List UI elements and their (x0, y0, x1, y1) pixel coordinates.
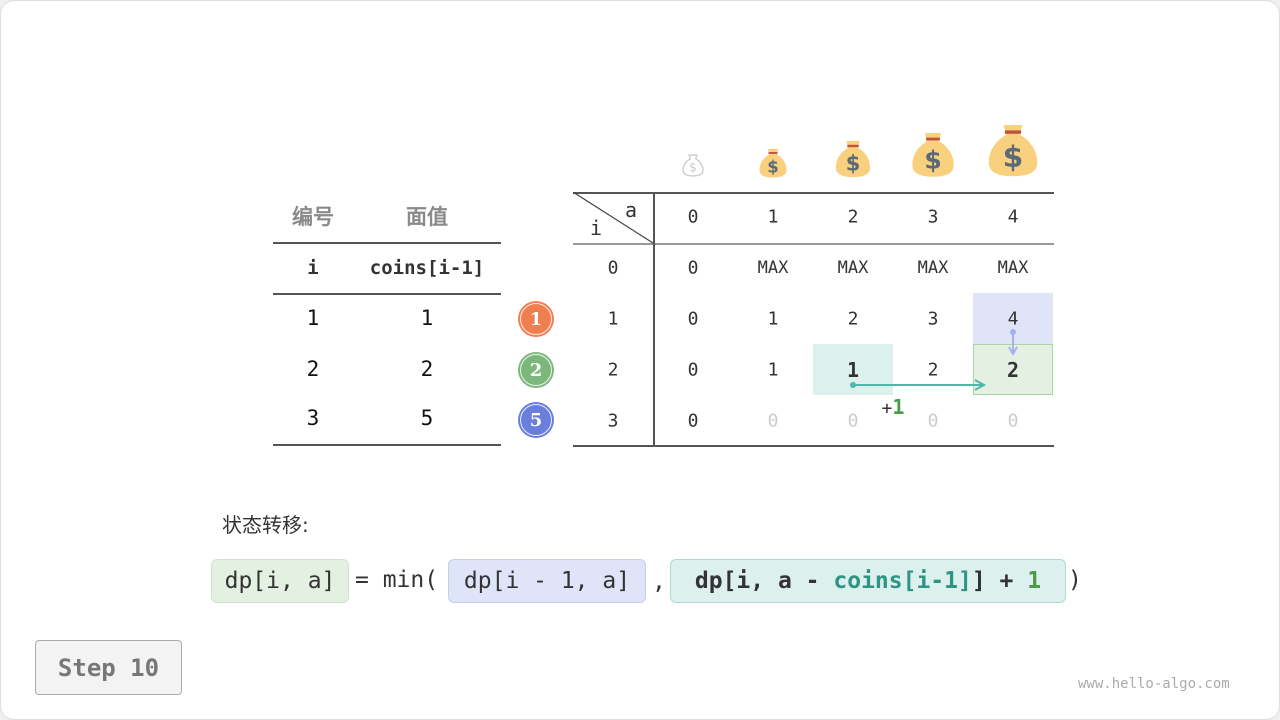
coin-badge-5: 5 (518, 402, 554, 438)
header-coins: coins[i-1] (369, 257, 485, 279)
row-header: 0 (607, 257, 619, 279)
divider (653, 192, 655, 446)
dp-cell: MAX (757, 258, 789, 278)
plus-one-label: +1 (881, 395, 905, 419)
divider (273, 444, 501, 446)
dp-cell: 3 (927, 308, 939, 330)
formula-lhs: dp[i, a] (211, 559, 349, 603)
col-header: 1 (767, 206, 779, 228)
dp-cell: 0 (687, 308, 699, 330)
dp-cell: 1 (767, 359, 779, 381)
dp-cell: 2 (927, 359, 939, 381)
dp-cell: 0 (847, 410, 859, 432)
money-bag-icon: $ (988, 125, 1038, 177)
dp-cell: 0 (687, 359, 699, 381)
corner-row-label: i (589, 216, 603, 240)
coin-value: 1 (420, 306, 434, 330)
coin-value: 2 (420, 357, 434, 381)
dp-cell: MAX (837, 258, 869, 278)
money-bag-icon: $ (835, 141, 871, 178)
corner-diagonal (573, 192, 654, 244)
dp-cell: 2 (847, 308, 859, 330)
row-header: 3 (607, 410, 619, 432)
divider (573, 243, 1054, 245)
watermark: www.hello-algo.com (1078, 676, 1230, 692)
svg-text:$: $ (767, 157, 778, 176)
transition-label: 状态转移: (222, 513, 309, 537)
formula-arg1: dp[i - 1, a] (448, 559, 646, 603)
divider (273, 242, 501, 244)
svg-text:$: $ (924, 146, 942, 175)
divider (573, 192, 1054, 194)
col-header: 0 (687, 206, 699, 228)
coin-value: 5 (420, 406, 434, 430)
formula-close: ) (1068, 567, 1082, 593)
formula-min: = min( (355, 567, 439, 593)
dp-cell: MAX (917, 258, 949, 278)
formula-arg2: dp[i, a - coins[i-1]] + 1 (670, 559, 1066, 603)
money-bag-icons: $ $ $ $ $ (682, 125, 1038, 178)
row-header: 1 (607, 308, 619, 330)
header-i: i (307, 257, 319, 279)
header-index-cn: 编号 (292, 205, 334, 229)
highlight-cell-current (973, 344, 1053, 395)
dp-cell: 0 (927, 410, 939, 432)
row-header: 2 (607, 359, 619, 381)
dp-cell: 1 (846, 358, 860, 382)
divider (273, 293, 501, 295)
svg-text:$: $ (1003, 140, 1024, 175)
col-header: 4 (1007, 206, 1019, 228)
col-header: 3 (927, 206, 939, 228)
coin-index: 3 (306, 406, 320, 430)
divider (573, 445, 1054, 447)
money-bag-icon: $ (912, 133, 954, 177)
dp-cell: 2 (1006, 358, 1020, 382)
dp-cell: MAX (997, 258, 1029, 278)
corner-col-label: a (624, 198, 638, 222)
money-bag-icon: $ (682, 154, 704, 177)
dp-cell: 0 (1007, 410, 1019, 432)
coin-badge-1: 1 (518, 301, 554, 337)
coin-index: 2 (306, 357, 320, 381)
money-bag-icon: $ (759, 149, 787, 178)
dp-cell: 0 (687, 410, 699, 432)
col-header: 2 (847, 206, 859, 228)
svg-text:$: $ (689, 161, 697, 175)
header-value-cn: 面值 (406, 205, 448, 229)
dp-cell: 4 (1007, 308, 1019, 330)
coin-index: 1 (306, 306, 320, 330)
dp-cell: 0 (687, 257, 699, 279)
dp-cell: 1 (767, 308, 779, 330)
dp-cell: 0 (767, 410, 779, 432)
step-button[interactable]: Step 10 (35, 640, 182, 695)
svg-text:$: $ (846, 151, 861, 175)
formula-comma: , (652, 569, 666, 595)
coin-badge-2: 2 (518, 352, 554, 388)
